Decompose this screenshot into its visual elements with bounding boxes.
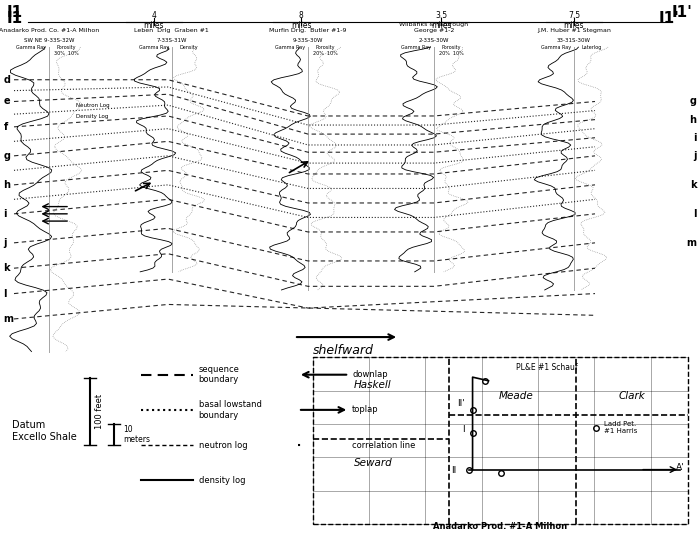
Text: shelfward: shelfward [313,344,373,357]
Text: g: g [4,151,10,161]
Text: Porosity
20%  10%: Porosity 20% 10% [439,45,464,56]
Text: m: m [687,238,696,248]
Text: toplap: toplap [352,406,379,414]
Text: Anadarko Prod. #1-A Milhon: Anadarko Prod. #1-A Milhon [433,522,568,531]
Text: Anadarko Prod. Co. #1-A Milhon: Anadarko Prod. Co. #1-A Milhon [0,28,99,33]
Text: f: f [4,122,8,132]
Text: e: e [4,96,10,107]
Text: l: l [693,209,696,219]
Text: j: j [693,151,696,161]
Text: I1': I1' [658,11,679,26]
Text: 10
meters: 10 meters [123,425,150,444]
Text: 9-33S-30W: 9-33S-30W [293,38,323,44]
Text: J.M. Huber #1 Stegman: J.M. Huber #1 Stegman [537,28,611,33]
Text: Gamma Ray: Gamma Ray [275,45,306,50]
Text: Porosity
20%  10%: Porosity 20% 10% [313,45,338,56]
Text: Porosity
30%  10%: Porosity 30% 10% [54,45,79,56]
Text: sequence
boundary: sequence boundary [199,365,239,384]
Text: Gamma Ray: Gamma Ray [16,45,47,50]
Text: I1': I1' [672,5,693,20]
Text: PL&E #1 Schauf: PL&E #1 Schauf [517,363,578,372]
Text: Ladd Pet.
#1 Harris: Ladd Pet. #1 Harris [604,422,638,434]
Text: 100 feet: 100 feet [94,394,104,429]
Text: Laterlog: Laterlog [581,45,602,50]
Text: Haskell: Haskell [354,380,391,390]
Text: m: m [4,314,13,324]
Text: correlation line: correlation line [352,441,416,449]
Text: Murfin Drlg.  Butler #1-9: Murfin Drlg. Butler #1-9 [270,28,346,33]
Text: d: d [4,75,10,85]
Text: Gamma Ray: Gamma Ray [541,45,572,50]
Text: 4
miles: 4 miles [144,11,164,30]
Text: Datum
Excello Shale: Datum Excello Shale [12,420,77,442]
Text: i: i [693,133,696,143]
Text: SW NE 9-33S-32W: SW NE 9-33S-32W [24,38,74,44]
Text: 7-33S-31W: 7-33S-31W [156,38,187,44]
Text: k: k [4,263,10,273]
Text: II: II [452,466,456,475]
Text: Clark: Clark [619,391,645,401]
Text: i: i [4,209,7,219]
Text: 2-33S-30W: 2-33S-30W [419,38,449,44]
Text: neutron log: neutron log [199,441,247,449]
Text: Density: Density [180,45,198,50]
Text: Gamma Ray: Gamma Ray [139,45,169,50]
Text: Seward: Seward [354,458,392,468]
Text: j: j [4,238,7,248]
Text: I1: I1 [7,11,23,26]
Text: A': A' [676,463,685,472]
Text: h: h [690,115,696,125]
Text: Meade: Meade [499,391,534,401]
Text: 7.5
miles: 7.5 miles [564,11,584,30]
Text: g: g [690,96,696,107]
Text: Neutron Log: Neutron Log [76,103,109,108]
Text: downlap: downlap [352,370,388,379]
Text: Wilbanks & Yarbrough
George #1-2: Wilbanks & Yarbrough George #1-2 [400,22,468,33]
Text: 8
miles: 8 miles [290,11,312,30]
Text: Gamma Ray: Gamma Ray [401,45,432,50]
Text: I1: I1 [7,5,23,20]
Text: 33-31S-30W: 33-31S-30W [557,38,591,44]
Text: h: h [4,180,10,190]
Text: l: l [4,288,7,298]
Text: Density Log: Density Log [76,114,108,119]
Text: 3.5
miles: 3.5 miles [430,11,452,30]
Text: basal lowstand
boundary: basal lowstand boundary [199,400,262,419]
Text: I: I [462,424,465,433]
Text: Leben  Drlg  Graben #1: Leben Drlg Graben #1 [134,28,209,33]
Text: k: k [690,180,696,190]
Text: density log: density log [199,476,245,484]
Text: II': II' [457,399,465,408]
